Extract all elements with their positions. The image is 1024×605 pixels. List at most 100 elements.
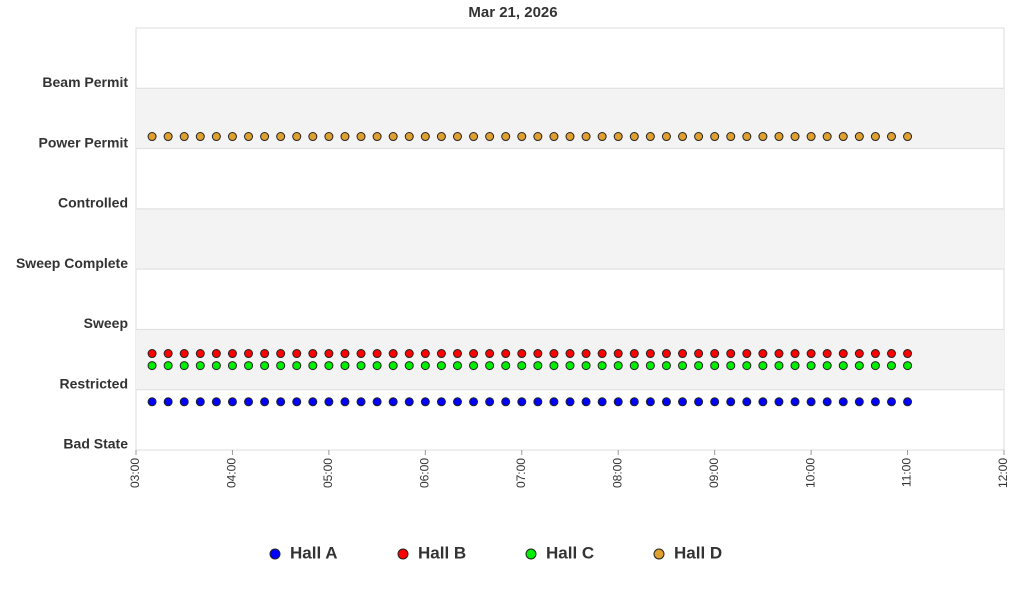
point bbox=[613, 349, 623, 359]
y-tick-label: Controlled bbox=[58, 195, 128, 211]
point bbox=[469, 349, 479, 359]
x-tick-label: 08:00 bbox=[610, 458, 624, 488]
point bbox=[147, 349, 157, 359]
point bbox=[404, 349, 414, 359]
point bbox=[179, 397, 189, 407]
point bbox=[388, 361, 398, 371]
point bbox=[726, 397, 736, 407]
point bbox=[227, 132, 237, 142]
point bbox=[420, 397, 430, 407]
point bbox=[870, 132, 880, 142]
point bbox=[629, 132, 639, 142]
point bbox=[645, 361, 655, 371]
point bbox=[244, 361, 254, 371]
point bbox=[308, 397, 318, 407]
point bbox=[661, 397, 671, 407]
point bbox=[678, 132, 688, 142]
point bbox=[774, 397, 784, 407]
x-tick-label: 05:00 bbox=[321, 458, 335, 488]
point bbox=[179, 132, 189, 142]
point bbox=[211, 349, 221, 359]
point bbox=[645, 349, 655, 359]
point bbox=[260, 132, 270, 142]
point bbox=[758, 349, 768, 359]
point bbox=[244, 349, 254, 359]
legend-marker bbox=[653, 548, 665, 560]
point bbox=[211, 361, 221, 371]
legend-label: Hall B bbox=[418, 543, 466, 562]
point bbox=[838, 132, 848, 142]
point bbox=[276, 397, 286, 407]
point bbox=[549, 132, 559, 142]
point bbox=[452, 361, 462, 371]
point bbox=[758, 361, 768, 371]
point bbox=[179, 361, 189, 371]
point bbox=[340, 349, 350, 359]
x-tick-label: 06:00 bbox=[418, 458, 432, 488]
point bbox=[581, 397, 591, 407]
point bbox=[147, 132, 157, 142]
point bbox=[822, 132, 832, 142]
point bbox=[324, 132, 334, 142]
point bbox=[469, 397, 479, 407]
point bbox=[613, 397, 623, 407]
point bbox=[292, 361, 302, 371]
point bbox=[678, 397, 688, 407]
point bbox=[774, 132, 784, 142]
point bbox=[163, 132, 173, 142]
point bbox=[163, 349, 173, 359]
point bbox=[276, 132, 286, 142]
point bbox=[629, 361, 639, 371]
point bbox=[694, 132, 704, 142]
point bbox=[790, 361, 800, 371]
point bbox=[694, 361, 704, 371]
point bbox=[549, 349, 559, 359]
point bbox=[469, 361, 479, 371]
point bbox=[710, 397, 720, 407]
point bbox=[710, 132, 720, 142]
point bbox=[742, 132, 752, 142]
point bbox=[597, 361, 607, 371]
point bbox=[758, 132, 768, 142]
point bbox=[147, 397, 157, 407]
point bbox=[485, 349, 495, 359]
point bbox=[372, 132, 382, 142]
point bbox=[420, 349, 430, 359]
point bbox=[452, 132, 462, 142]
point bbox=[501, 361, 511, 371]
point bbox=[710, 361, 720, 371]
point bbox=[340, 132, 350, 142]
point bbox=[308, 132, 318, 142]
point bbox=[565, 132, 575, 142]
point bbox=[436, 361, 446, 371]
point bbox=[388, 349, 398, 359]
point bbox=[549, 361, 559, 371]
point bbox=[292, 397, 302, 407]
point bbox=[533, 361, 543, 371]
point bbox=[517, 349, 527, 359]
point bbox=[147, 361, 157, 371]
x-tick-label: 10:00 bbox=[803, 458, 817, 488]
point bbox=[742, 349, 752, 359]
legend-marker bbox=[269, 548, 281, 560]
point bbox=[694, 397, 704, 407]
band bbox=[136, 208, 1004, 270]
point bbox=[292, 132, 302, 142]
point bbox=[356, 397, 366, 407]
point bbox=[308, 361, 318, 371]
point bbox=[356, 349, 366, 359]
point bbox=[903, 132, 913, 142]
point bbox=[340, 397, 350, 407]
point bbox=[613, 361, 623, 371]
point bbox=[388, 397, 398, 407]
point bbox=[742, 361, 752, 371]
x-tick-label: 07:00 bbox=[514, 458, 528, 488]
legend-label: Hall D bbox=[674, 543, 722, 562]
point bbox=[404, 397, 414, 407]
point bbox=[790, 349, 800, 359]
point bbox=[726, 349, 736, 359]
point bbox=[260, 349, 270, 359]
point bbox=[565, 349, 575, 359]
point bbox=[661, 361, 671, 371]
